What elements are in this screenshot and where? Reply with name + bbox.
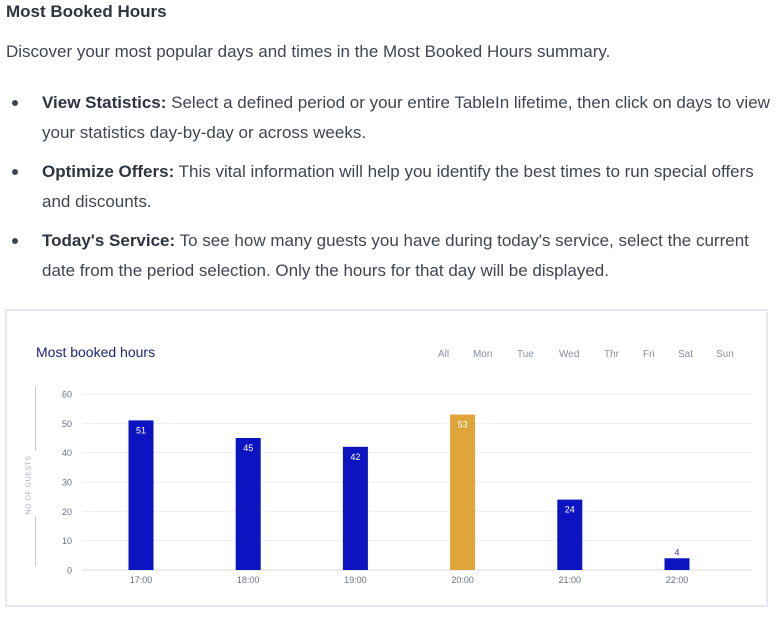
list-item: Optimize Offers: This vital information … bbox=[0, 157, 780, 217]
bullet-label: View Statistics: bbox=[42, 93, 167, 112]
y-tick-label: 40 bbox=[62, 448, 72, 458]
data-label: 51 bbox=[136, 425, 146, 435]
data-label: 42 bbox=[350, 452, 360, 462]
x-tick-label: 22:00 bbox=[666, 575, 689, 585]
filter-sun[interactable]: Sun bbox=[716, 349, 734, 360]
bar-chart: 0 10 20 30 40 50 60 51 17:00 45 18:00 42 19:00 53 20:0… bbox=[62, 390, 752, 585]
y-tick-label: 30 bbox=[62, 478, 72, 488]
data-label: 45 bbox=[243, 443, 253, 453]
y-tick-label: 60 bbox=[62, 390, 72, 400]
bullet-icon bbox=[12, 169, 18, 175]
filter-wed[interactable]: Wed bbox=[559, 349, 580, 360]
data-label: 4 bbox=[674, 547, 679, 557]
x-tick-label: 18:00 bbox=[237, 575, 260, 585]
y-tick-label: 50 bbox=[62, 419, 72, 429]
bullet-text: Select a defined period or your entire T… bbox=[42, 93, 770, 142]
y-tick-label: 0 bbox=[67, 566, 72, 576]
bar bbox=[342, 446, 368, 570]
filter-thr[interactable]: Thr bbox=[604, 349, 619, 360]
filter-mon[interactable]: Mon bbox=[473, 349, 493, 360]
filter-all[interactable]: All bbox=[438, 349, 450, 360]
bar bbox=[450, 414, 476, 570]
chart-title: Most booked hours bbox=[36, 344, 156, 360]
chart-card: Most booked hours All Mon Tue Wed Thr Fr… bbox=[5, 309, 768, 607]
bullet-label: Optimize Offers: bbox=[42, 162, 175, 181]
y-axis-rule-bottom bbox=[35, 516, 36, 566]
bullet-label: Today's Service: bbox=[42, 231, 176, 250]
bar bbox=[128, 420, 154, 570]
bar bbox=[557, 499, 583, 570]
y-tick-label: 10 bbox=[62, 536, 72, 546]
filter-fri[interactable]: Fri bbox=[643, 349, 655, 360]
y-tick-label: 20 bbox=[62, 507, 72, 517]
x-tick-label: 21:00 bbox=[559, 575, 582, 585]
list-item: Today's Service: To see how many guests … bbox=[0, 226, 780, 286]
bullet-icon bbox=[12, 238, 18, 244]
filter-sat[interactable]: Sat bbox=[678, 349, 694, 360]
x-tick-label: 17:00 bbox=[130, 575, 153, 585]
x-tick-label: 19:00 bbox=[344, 575, 367, 585]
feature-list: View Statistics: Select a defined period… bbox=[0, 88, 780, 295]
bullet-icon bbox=[12, 100, 18, 106]
data-label: 53 bbox=[458, 420, 468, 430]
bar bbox=[664, 558, 690, 570]
y-axis-rule-top bbox=[35, 387, 36, 451]
bar bbox=[235, 438, 261, 570]
filter-tue[interactable]: Tue bbox=[517, 349, 534, 360]
bullet-text: This vital information will help you ide… bbox=[42, 162, 754, 211]
bullet-text: To see how many guests you have during t… bbox=[42, 231, 749, 280]
intro-text: Discover your most popular days and time… bbox=[6, 42, 611, 61]
x-tick-label: 20:00 bbox=[451, 575, 474, 585]
list-item: View Statistics: Select a defined period… bbox=[0, 88, 780, 148]
page-title: Most Booked Hours bbox=[6, 2, 167, 21]
data-label: 24 bbox=[565, 505, 575, 515]
